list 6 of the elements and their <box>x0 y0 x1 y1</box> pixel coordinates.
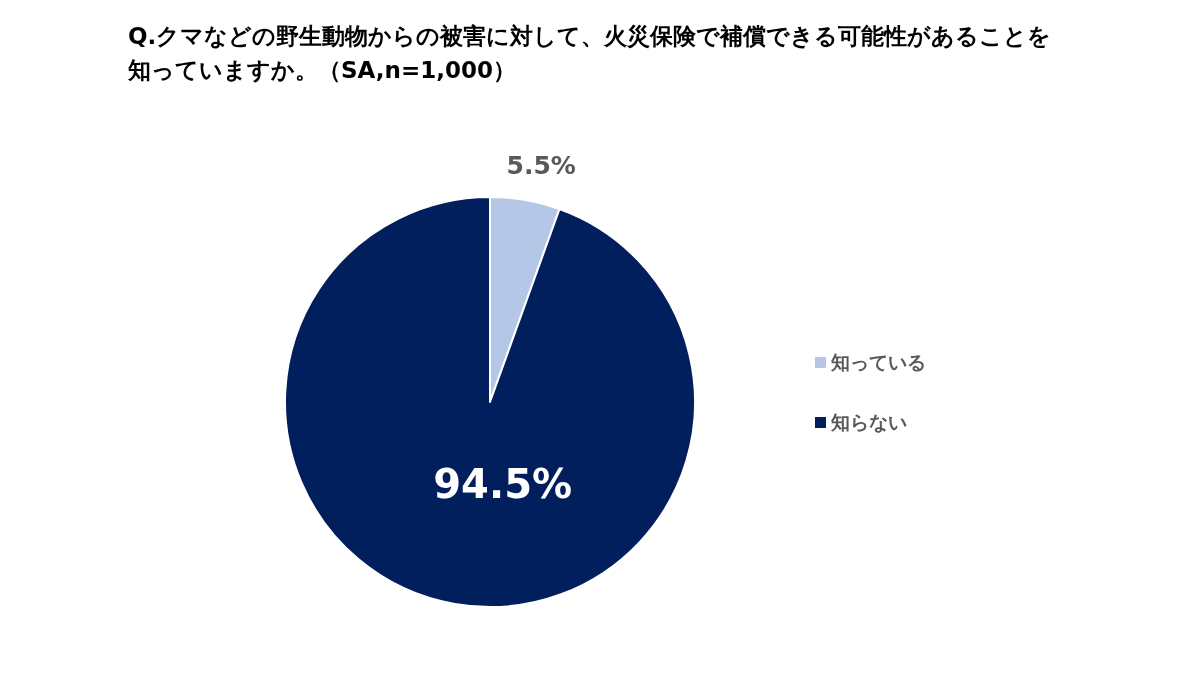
legend-label: 知っている <box>830 351 926 373</box>
title: Q.クマなどの野生動物からの被害に対して、火災保険で補償できる可能性があることを知っていますか。（SA,n=1,000） <box>128 23 1052 83</box>
data-label: 5.5% <box>506 150 576 180</box>
legend-label: 知らない <box>830 411 907 433</box>
pie-slice <box>284 196 696 608</box>
data-label: 94.5% <box>433 460 573 507</box>
